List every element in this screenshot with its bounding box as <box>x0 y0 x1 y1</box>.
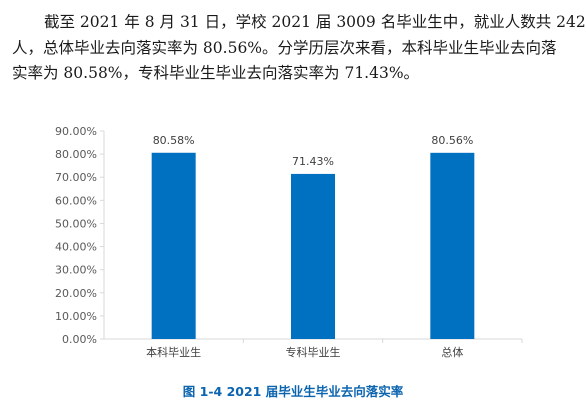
figure-caption: 图 1-4 2021 届毕业生毕业去向落实率 <box>182 384 404 399</box>
y-tick-label: 40.00% <box>55 241 97 254</box>
y-tick-label: 20.00% <box>55 287 97 300</box>
bar-value-label: 71.43% <box>292 155 334 168</box>
summary-paragraph: 截至 2021 年 8 月 31 日，学校 2021 届 3009 名毕业生中，… <box>12 10 586 87</box>
paragraph-line: 截至 2021 年 8 月 31 日，学校 2021 届 3009 名毕业生中，… <box>44 13 586 31</box>
y-tick-label: 80.00% <box>55 148 97 161</box>
paragraph-line: 人，总体毕业去向落实率为 80.56%。分学历层次来看，本科毕业生毕业去向落 <box>12 38 557 57</box>
y-tick-label: 70.00% <box>55 171 97 184</box>
category-label: 本科毕业生 <box>146 345 201 359</box>
bar <box>291 173 335 339</box>
bar-chart: 0.00% 10.00% 20.00% 30.00% 40.00% 50.00% 60.00… <box>0 110 586 380</box>
category-label: 专科毕业生 <box>286 345 341 359</box>
bar <box>430 152 475 339</box>
bar-value-label: 80.56% <box>431 134 473 147</box>
y-tick-label: 10.00% <box>55 310 97 323</box>
y-tick-label: 60.00% <box>55 194 97 207</box>
bar-value-label: 80.58% <box>153 134 195 147</box>
category-label: 总体 <box>441 345 463 359</box>
bar-chart-svg: 0.00% 10.00% 20.00% 30.00% 40.00% 50.00% 60.00… <box>55 125 523 359</box>
paragraph-line: 实率为 80.58%，专科毕业生毕业去向落实率为 71.43%。 <box>12 64 420 82</box>
y-tick-label: 50.00% <box>55 217 97 230</box>
y-tick-label: 90.00% <box>55 125 97 138</box>
y-tick-label: 30.00% <box>55 264 97 277</box>
bar <box>151 152 196 339</box>
y-tick-label: 0.00% <box>62 333 97 346</box>
